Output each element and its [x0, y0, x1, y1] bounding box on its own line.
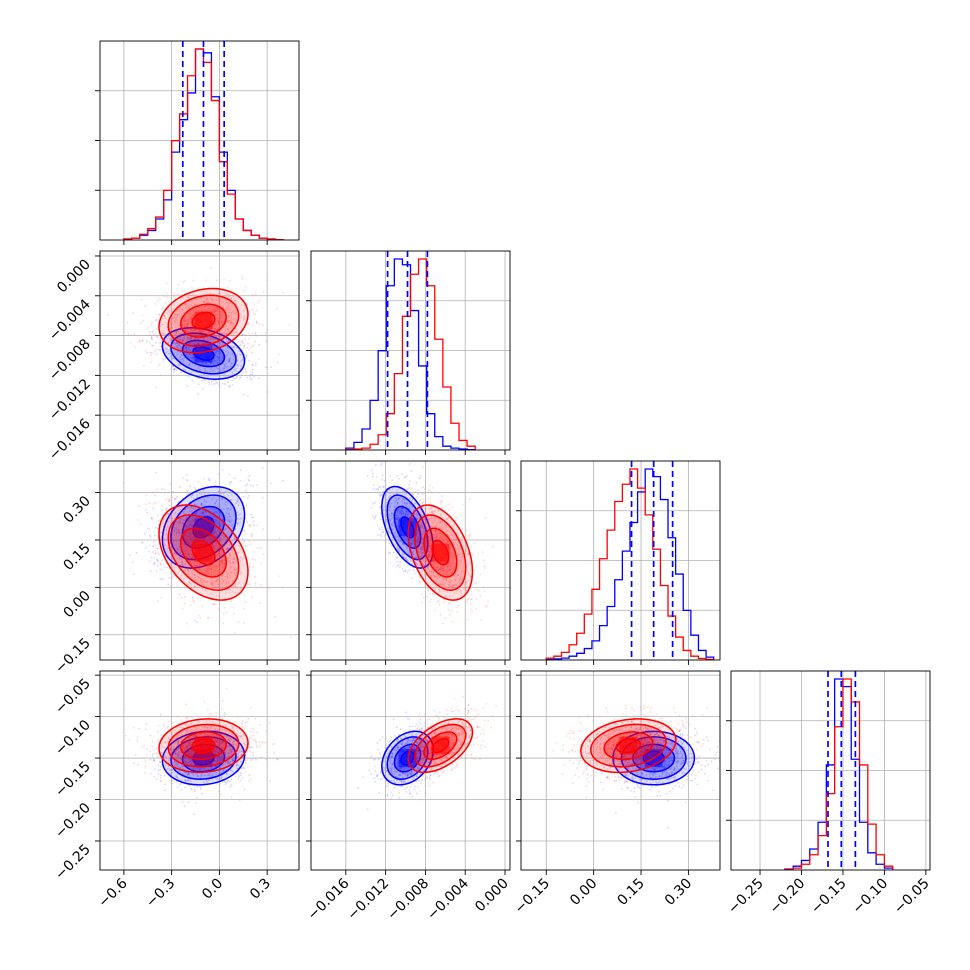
panel-2-1	[310, 460, 511, 661]
y-tick-label: 0.000	[54, 257, 94, 297]
y-tick-label: 0.30	[60, 493, 93, 526]
panel-3-1	[310, 670, 511, 871]
density-red-3-1	[407, 718, 474, 774]
x-tick-label: 0.0	[199, 876, 226, 903]
y-tick-label: −0.10	[52, 717, 94, 759]
density-red-3-2	[580, 718, 677, 774]
x-tick-label: −0.10	[850, 876, 892, 918]
histogram-red-2	[545, 468, 715, 660]
y-tick-label: −0.016	[46, 416, 94, 464]
y-tick-label: −0.20	[52, 800, 94, 842]
x-tick-label: −0.20	[767, 876, 809, 918]
density-red-2-1	[407, 504, 474, 601]
x-tick-label: −0.15	[511, 876, 553, 918]
x-tick-label: −0.016	[305, 875, 353, 923]
histogram-red-3	[784, 678, 894, 870]
x-tick-label: 0.30	[662, 876, 695, 909]
density-layer	[158, 287, 696, 786]
histogram-blue-3	[784, 678, 894, 870]
density-blue-3-0	[161, 730, 246, 786]
panel-1-0	[99, 250, 300, 451]
y-tick-label: −0.012	[46, 376, 94, 424]
x-tick-label: −0.004	[424, 875, 472, 923]
y-tick-label: −0.008	[46, 336, 94, 384]
y-tick-label: 0.00	[60, 588, 93, 621]
x-tick-label: −0.6	[95, 875, 130, 910]
x-tick-label: 0.00	[567, 876, 600, 909]
x-tick-label: −0.3	[143, 876, 178, 911]
density-blue-1-0	[161, 327, 246, 380]
y-tick-label: −0.25	[52, 842, 94, 884]
x-tick-label: −0.05	[891, 876, 933, 918]
density-red-3-0	[158, 718, 249, 774]
panel-2-0	[99, 460, 300, 661]
y-tick-label: −0.15	[52, 635, 94, 677]
y-tick-label: −0.004	[46, 296, 94, 344]
density-red-1-0	[158, 287, 249, 354]
x-tick-label: 0.15	[614, 876, 647, 909]
x-tick-label: −0.25	[725, 876, 767, 918]
y-tick-label: 0.15	[60, 541, 93, 574]
panel-3-2	[520, 670, 721, 871]
y-tick-label: −0.15	[52, 759, 94, 801]
y-tick-label: −0.05	[52, 676, 94, 718]
x-tick-label: −0.15	[808, 876, 850, 918]
x-tick-label: −0.012	[344, 876, 392, 924]
x-tick-label: 0.3	[247, 876, 274, 903]
x-tick-label: 0.000	[472, 876, 512, 916]
density-red-2-0	[158, 504, 249, 601]
x-tick-label: −0.008	[384, 876, 432, 924]
histogram-layer	[123, 41, 894, 870]
panel-3-0	[99, 670, 300, 871]
histogram-blue-2	[545, 468, 715, 660]
histogram-red-1	[345, 258, 476, 450]
